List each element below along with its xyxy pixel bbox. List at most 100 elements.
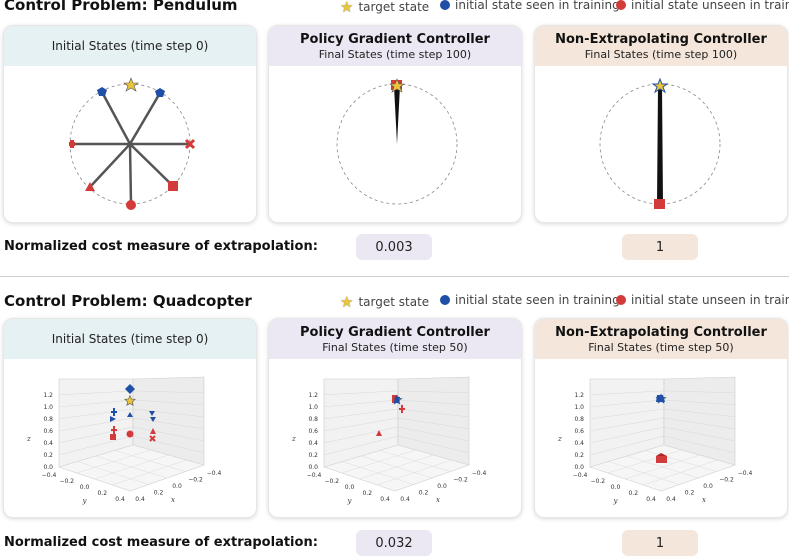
x-tick-label: −0.4 [738, 470, 753, 477]
y-tick-label: 0.0 [80, 484, 90, 491]
unseen-x-marker [184, 138, 196, 150]
y-tick-label: 0.2 [97, 490, 107, 497]
pendulum-rods-bundle [394, 86, 400, 144]
legend-label: target state [358, 295, 430, 309]
gridline [112, 459, 187, 486]
seen-pentagon-marker [127, 412, 133, 417]
gridline [132, 417, 205, 430]
gridline [360, 455, 433, 479]
gridline [643, 459, 718, 486]
gridline [397, 435, 470, 454]
y-tick-label: 0.4 [115, 496, 125, 503]
pendulum-rod [129, 143, 174, 187]
gridline [589, 399, 665, 408]
pendulum-cost-label: Normalized cost measure of extrapolation… [4, 239, 318, 254]
gridline [626, 455, 699, 479]
unseen-marker-cluster [656, 456, 667, 463]
gridline [645, 450, 717, 472]
unseen-triangle-marker [376, 430, 382, 436]
gridline [589, 390, 665, 396]
gridline [132, 444, 205, 466]
gridline [379, 450, 451, 472]
gridline [660, 464, 736, 492]
gridline [132, 390, 205, 394]
gridline [58, 399, 134, 408]
quadcopter-cost-non-extrapolating: 1 [622, 530, 698, 556]
unseen-plus-marker [69, 140, 75, 148]
y-tick-label: 0.4 [646, 496, 656, 503]
z-tick-label: 0.4 [308, 440, 318, 447]
seen-marker-cluster [656, 395, 665, 402]
pendulum-non-extrapolating-card: Non-Extrapolating Controller Final State… [534, 25, 788, 223]
z-tick-label: 0.2 [574, 452, 584, 459]
gridline [663, 399, 736, 406]
seen-pentagon-marker [155, 88, 165, 97]
card-header: Non-Extrapolating Controller Final State… [535, 26, 787, 66]
gridline [589, 408, 665, 420]
gridline [323, 426, 399, 444]
card-title: Policy Gradient Controller [300, 31, 490, 47]
pendulum-legend-seen: initial state seen in training [440, 0, 620, 12]
x-tick-label: 0.4 [666, 496, 676, 503]
y-tick-label: −0.2 [590, 478, 605, 485]
gridline [132, 399, 205, 406]
gridline [58, 417, 134, 432]
gridline [58, 390, 134, 396]
z-tick-label: 0.8 [43, 416, 53, 423]
gridline [323, 417, 399, 432]
quadcopter-cost-label: Normalized cost measure of extrapolation… [4, 535, 318, 550]
x-tick-label: 0.2 [154, 490, 164, 497]
gridline [394, 464, 470, 492]
gridline [114, 450, 186, 472]
z-tick-label: 0.0 [574, 464, 584, 471]
legend-label: initial state seen in training [455, 0, 620, 12]
unseen-x-marker [149, 435, 156, 442]
z-tick-label: 0.6 [574, 428, 584, 435]
x-tick-label: −0.4 [472, 470, 487, 477]
z-tick-label: 0.2 [43, 452, 53, 459]
quadcopter-initial-plot: 0.00.20.40.60.81.01.2−0.4−0.20.00.20.4 0.… [26, 376, 221, 505]
gridline [397, 444, 470, 466]
z-axis-label: z [557, 435, 562, 443]
gridline [397, 390, 470, 394]
unseen-circle-marker [126, 200, 136, 210]
seen-pentagon-marker [97, 87, 107, 96]
z-tick-label: 0.6 [43, 428, 53, 435]
y-tick-label: 0.0 [611, 484, 621, 491]
z-tick-label: 0.6 [308, 428, 318, 435]
quadcopter-legend-seen: initial state seen in training [440, 293, 620, 307]
card-subtitle: Final States (time step 50) [588, 340, 734, 354]
y-tick-label: 0.0 [345, 484, 355, 491]
y-tick-label: 0.2 [362, 490, 372, 497]
z-tick-label: 1.0 [43, 404, 53, 411]
gridline [58, 408, 134, 420]
quadcopter-policy-gradient-card: Policy Gradient Controller Final States … [268, 318, 522, 518]
star-icon: ★ [340, 293, 354, 311]
x-tick-label: 0.0 [437, 483, 447, 490]
x-tick-label: 0.2 [685, 490, 695, 497]
z-tick-label: 1.2 [574, 392, 584, 399]
gridline [95, 455, 168, 479]
unseen-plus-marker [111, 426, 117, 434]
z-tick-label: 1.0 [574, 404, 584, 411]
z-tick-label: 1.2 [43, 392, 53, 399]
y-tick-label: 0.2 [628, 490, 638, 497]
gridline [397, 417, 470, 430]
legend-label: initial state unseen in training [631, 0, 789, 12]
gridline [58, 426, 134, 444]
x-tick-label: 0.2 [419, 490, 429, 497]
x-tick-label: −0.2 [453, 477, 468, 484]
card-header: Non-Extrapolating Controller Final State… [535, 319, 787, 359]
y-tick-label: −0.4 [573, 472, 588, 479]
x-axis-label: x [436, 496, 440, 504]
gridline [589, 417, 665, 432]
x-tick-label: −0.2 [188, 477, 203, 484]
z-axis-label: z [291, 435, 296, 443]
gridline [323, 390, 399, 396]
blue-dot-icon [440, 0, 450, 10]
card-header: Policy Gradient Controller Final States … [269, 319, 521, 359]
gridline [397, 408, 470, 418]
pendulum-initial-plot [69, 77, 196, 210]
unseen-square-marker [110, 434, 116, 440]
red-dot-icon [616, 0, 626, 10]
